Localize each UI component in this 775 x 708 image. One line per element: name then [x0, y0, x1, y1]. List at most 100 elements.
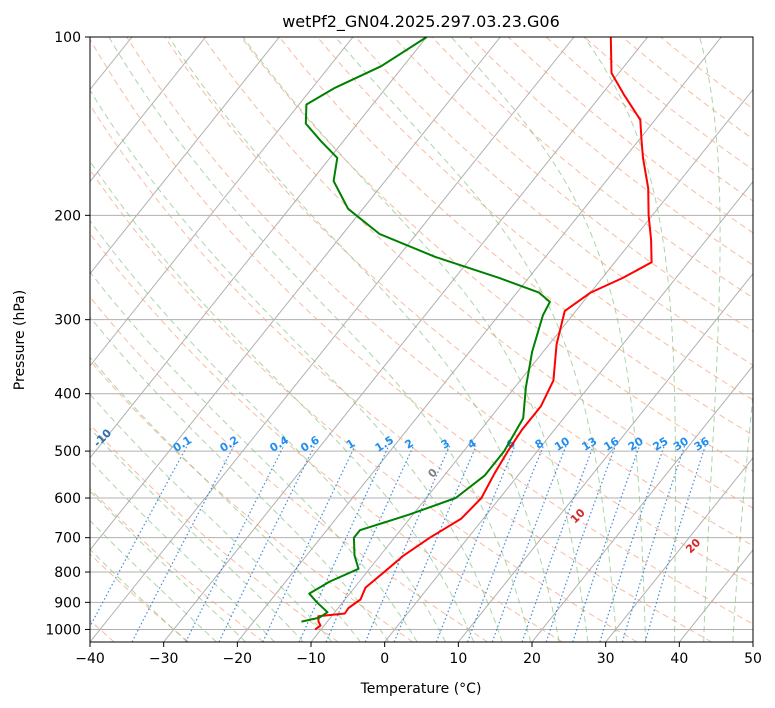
profile-lines [301, 37, 653, 631]
moist-adiabat--26 [90, 519, 217, 642]
isopleth-labels: 0.10.20.40.611.52346810131620253036-100-… [2, 392, 712, 556]
mixing-ratio-line-2 [185, 445, 285, 642]
isotherm--110 [0, 37, 58, 642]
dry-adiabat-150 [469, 37, 753, 266]
mixing-ratio-label: 0.2 [218, 433, 241, 454]
x-tick-label: 30 [597, 651, 615, 667]
dry-adiabat-170 [545, 37, 753, 202]
moist-adiabat-22 [168, 37, 560, 642]
y-tick-label: 1000 [45, 622, 81, 638]
dry-adiabat-40 [90, 104, 712, 642]
x-tick-label: −20 [223, 651, 253, 667]
axes: −40 −30 −20 −10 0 10 20 30 40 5010020030040050060… [45, 30, 762, 667]
x-tick-label: 10 [449, 651, 467, 667]
dry-adiabat-label: -20 [2, 392, 25, 415]
mixing-ratio-line-17 [644, 445, 706, 642]
mixing-ratio-line-14 [572, 445, 641, 642]
dry-adiabat-80 [202, 37, 753, 509]
mixing-ratio-line-9 [435, 445, 516, 642]
y-tick-label: 200 [54, 208, 81, 224]
dry-adiabat-10 [90, 296, 488, 642]
moist-adiabat--22 [90, 490, 246, 642]
dry-adiabat-60 [126, 37, 753, 586]
mixing-ratio-line-10 [466, 445, 544, 642]
chart-title: wetPf2_GN04.2025.297.03.23.G06 [282, 12, 560, 32]
dry-adiabat-110 [317, 37, 753, 401]
isotherm-0 [384, 180, 753, 642]
moist-adiabat-42 [699, 37, 721, 642]
temperature-line [314, 37, 653, 631]
dry-adiabat-120 [355, 37, 753, 366]
moist-adiabat--2 [90, 316, 390, 642]
mixing-ratio-line-4 [262, 445, 356, 642]
moist-adiabat-label: 20 [683, 536, 703, 556]
dry-adiabat-180 [583, 37, 753, 171]
mixing-ratio-line-13 [545, 445, 616, 642]
moist-adiabat-18 [108, 37, 532, 642]
x-tick-label: 0 [380, 651, 389, 667]
moist-adiabat-46 [732, 390, 753, 642]
moist-adiabat-14 [90, 89, 503, 642]
dry-adiabat--10 [90, 423, 339, 642]
moist-adiabat-26 [242, 37, 589, 642]
y-tick-label: 700 [54, 531, 81, 547]
plot-frame [89, 36, 754, 643]
isotherm-20 [531, 364, 753, 642]
isotherm--10 [310, 88, 753, 642]
isotherm--30 [163, 37, 649, 642]
mixing-ratio-label: 1.5 [373, 433, 396, 454]
dry-adiabat-30 [90, 168, 638, 642]
isotherm-10 [457, 272, 753, 642]
mixing-ratio-line-16 [621, 445, 686, 642]
mixing-ratio-label: 3 [439, 437, 452, 452]
isotherm--60 [90, 37, 428, 459]
mixing-ratio-label: 2 [403, 437, 416, 452]
y-tick-label: 400 [54, 387, 81, 403]
mixing-ratio-line-0 [90, 445, 188, 628]
moist-adiabat--30 [90, 548, 188, 642]
dry-adiabat-20 [90, 232, 563, 642]
mixing-ratio-line-7 [364, 445, 451, 642]
moist-adiabat--6 [90, 356, 361, 642]
mixing-ratio-label: 4 [465, 436, 479, 451]
x-axis-title: Temperature (°C) [360, 681, 482, 697]
dry-adiabat-50 [90, 38, 753, 625]
isotherm-50 [752, 641, 753, 642]
dry-adiabat-0 [90, 359, 414, 642]
x-tick-label: 50 [744, 651, 762, 667]
isotherm--90 [90, 37, 207, 183]
moist-adiabat-6 [90, 220, 446, 642]
y-tick-label: 500 [54, 444, 81, 460]
x-tick-label: −40 [75, 651, 105, 667]
y-tick-label: 800 [54, 565, 81, 581]
isotherm--80 [90, 37, 280, 275]
moist-adiabat-34 [450, 37, 647, 642]
moist-adiabat-2 [90, 271, 418, 642]
moist-adiabat--10 [90, 393, 333, 642]
isotherm-30 [605, 457, 753, 642]
y-tick-label: 100 [54, 30, 81, 46]
dry-adiabat-140 [431, 37, 753, 299]
moist-adiabat--14 [90, 427, 304, 642]
mixing-ratio-line-15 [599, 445, 665, 642]
dry-adiabat--20 [90, 488, 264, 642]
x-tick-label: 20 [523, 651, 541, 667]
isotherm--70 [90, 37, 354, 367]
isotherm--50 [90, 37, 501, 551]
moist-adiabat-38 [583, 37, 676, 642]
x-tick-label: −30 [149, 651, 179, 667]
x-tick-label: −10 [296, 651, 326, 667]
dewpoint-line [301, 37, 551, 623]
dry-adiabat-70 [164, 37, 753, 547]
y-axis-title: Pressure (hPa) [12, 290, 28, 390]
moist-adiabat-label: 0 [425, 466, 440, 481]
mixing-ratio-line-11 [491, 445, 567, 642]
dry-adiabat--30 [90, 553, 190, 642]
mixing-ratio-label: 8 [533, 437, 546, 452]
mixing-ratio-line-12 [521, 445, 594, 642]
dry-adiabat-130 [393, 37, 753, 332]
y-tick-label: 300 [54, 313, 81, 329]
moist-adiabat-10 [90, 160, 475, 642]
y-tick-label: 900 [54, 595, 81, 611]
